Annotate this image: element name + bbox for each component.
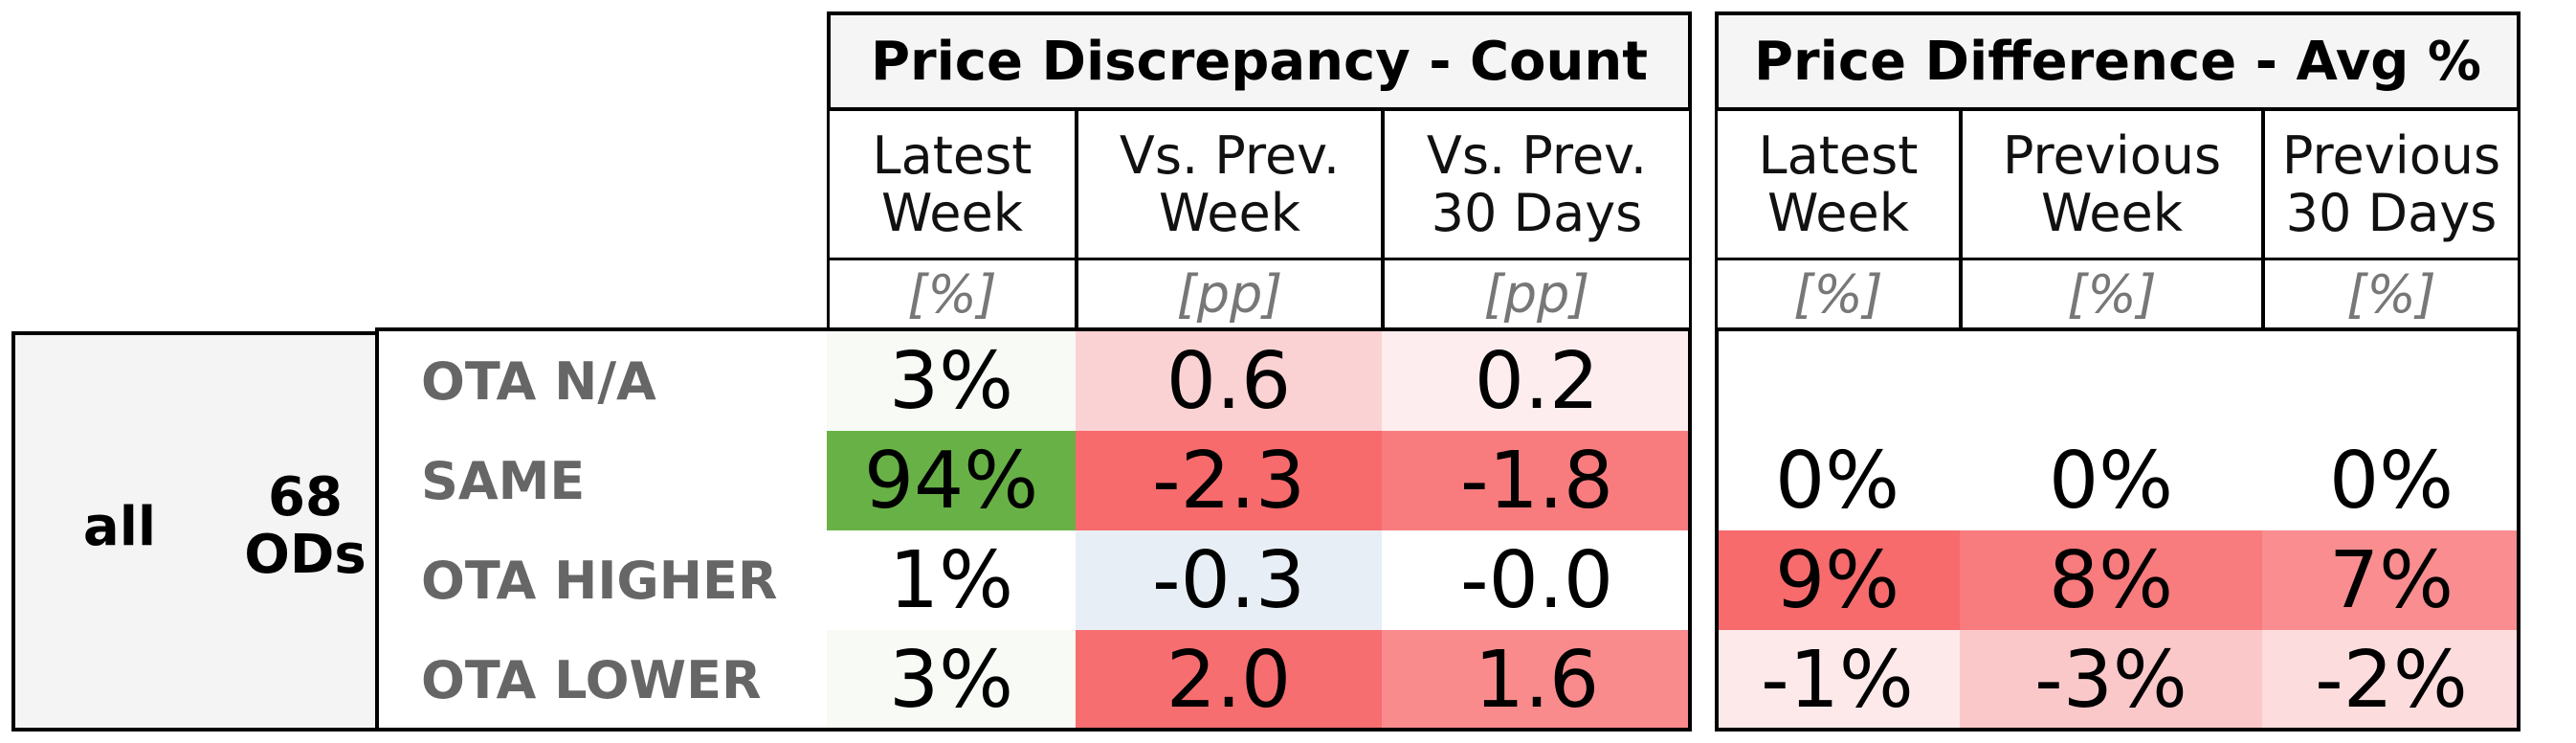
col-header-avg-latest-week: Latest Week [1715,111,1962,260]
count-cell-ota-lower-1: 2.0 [1076,630,1382,730]
unit-count-vs-prev-30-days: [pp] [1382,260,1692,331]
avg-group-title: Price Difference - Avg % [1715,11,2520,111]
avg-cell-ota-higher-2: 7% [2262,530,2520,630]
avg-cell-ota-higher-0: 9% [1715,530,1960,630]
row-label-ota-lower: OTA LOWER [421,649,762,710]
count-cell-ota-lower-0: 3% [827,630,1076,730]
segment-divider [375,331,379,732]
unit-avg-latest-week: [%] [1715,260,1962,331]
unit-count-vs-prev-week: [pp] [1076,260,1384,331]
od-count-label: 68 ODs [244,465,366,586]
avg-cell-same-0: 0% [1715,431,1960,530]
segment-box [11,331,379,732]
avg-cell-ota-lower-2: -2% [2262,630,2520,730]
col-header-avg-previous-week: Previous Week [1960,111,2264,260]
segment-label: all [82,495,157,558]
col-header-avg-previous-30-days: Previous 30 Days [2262,111,2520,260]
count-cell-ota-higher-2: -0.0 [1382,530,1692,630]
col-header-count-vs-prev-30-days: Vs. Prev. 30 Days [1382,111,1692,260]
avg-cell-ota-n-a-0 [1715,331,1960,431]
avg-cell-same-2: 0% [2262,431,2520,530]
count-cell-ota-n-a-2: 0.2 [1382,331,1692,431]
count-cell-ota-higher-1: -0.3 [1076,530,1382,630]
col-header-count-latest-week: Latest Week [827,111,1077,260]
unit-count-latest-week: [%] [827,260,1077,331]
count-cell-same-2: -1.8 [1382,431,1692,530]
avg-cell-ota-n-a-2 [2262,331,2520,431]
avg-cell-ota-lower-0: -1% [1715,630,1960,730]
count-cell-ota-higher-0: 1% [827,530,1076,630]
row-label-same: SAME [421,450,586,511]
count-group-title: Price Discrepancy - Count [827,11,1692,111]
count-cell-ota-n-a-0: 3% [827,331,1076,431]
col-header-count-vs-prev-week: Vs. Prev. Week [1076,111,1384,260]
avg-cell-ota-n-a-1 [1960,331,2262,431]
count-cell-ota-n-a-1: 0.6 [1076,331,1382,431]
unit-avg-previous-30-days: [%] [2262,260,2520,331]
count-cell-ota-lower-2: 1.6 [1382,630,1692,730]
avg-cell-ota-higher-1: 8% [1960,530,2262,630]
unit-avg-previous-week: [%] [1960,260,2264,331]
avg-cell-same-1: 0% [1960,431,2262,530]
count-cell-same-0: 94% [827,431,1076,530]
row-label-ota-n-a: OTA N/A [421,350,656,412]
count-cell-same-1: -2.3 [1076,431,1382,530]
avg-cell-ota-lower-1: -3% [1960,630,2262,730]
row-label-ota-higher: OTA HIGHER [421,550,778,611]
